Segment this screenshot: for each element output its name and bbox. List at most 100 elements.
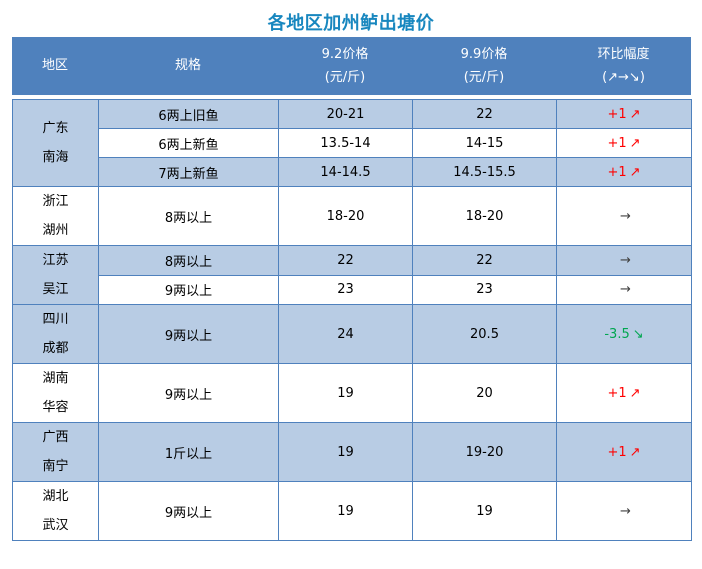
- region-cell: 湖南 华容: [12, 363, 99, 423]
- price-table: 地区 规格 9.2价格 (元/斤) 9.9价格 (元/斤) 环比幅度 (↗→↘): [12, 37, 692, 541]
- region-line: 华容: [42, 400, 69, 415]
- table-row: 江苏 吴江 8两以上 22 22 →: [12, 245, 692, 305]
- table-row: 9两以上 23 23 →: [13, 274, 692, 305]
- price-99-cell: 20: [412, 363, 557, 423]
- price-99-cell: 19: [412, 481, 557, 541]
- header-label: 9.2价格: [321, 46, 369, 62]
- change-cell: →: [556, 245, 692, 276]
- trend-down-icon: ↘: [632, 326, 644, 342]
- trend-flat-icon: →: [620, 208, 631, 224]
- header-cell-spec: 规格: [98, 37, 278, 95]
- region-cell: 四川 成都: [12, 304, 99, 364]
- trend-flat-icon: →: [620, 503, 631, 519]
- header-unit-label: (元/斤): [324, 69, 366, 85]
- trend-up-icon: ↗: [629, 135, 641, 151]
- region-line: 浙江: [42, 194, 69, 209]
- price-92-cell: 23: [278, 274, 413, 305]
- spec-cell: 8两以上: [98, 245, 279, 276]
- price-92-cell: 14-14.5: [278, 157, 413, 187]
- change-value: +1: [607, 444, 627, 460]
- change-cell: →: [556, 274, 692, 305]
- change-value: +1: [607, 135, 627, 151]
- table-row: 广西 南宁 1斤以上 19 19-20 +1 ↗: [12, 422, 692, 482]
- price-92-cell: 19: [278, 481, 413, 541]
- price-92-cell: 18-20: [278, 186, 413, 246]
- spec-cell: 9两以上: [98, 363, 279, 423]
- spec-cell: 7两上新鱼: [98, 157, 279, 187]
- region-cell: 广西 南宁: [12, 422, 99, 482]
- region-cell: 江苏 吴江: [12, 245, 99, 305]
- region-line: 南宁: [42, 459, 69, 474]
- region-line: 广东: [42, 121, 69, 136]
- trend-flat-icon: →: [620, 282, 631, 298]
- table-row: 广东 南海 6两上旧鱼 20-21 22 +1 ↗: [12, 99, 692, 187]
- page-title: 各地区加州鲈出塘价: [267, 13, 435, 34]
- header-trend-icons: (↗→↘): [602, 69, 645, 85]
- region-cell: 浙江 湖州: [12, 186, 99, 246]
- spec-cell: 9两以上: [98, 304, 279, 364]
- price-99-cell: 19-20: [412, 422, 557, 482]
- header-cell-region: 地区: [12, 37, 98, 95]
- header-cell-change: 环比幅度 (↗→↘): [556, 37, 691, 95]
- change-cell: -3.5 ↘: [556, 304, 692, 364]
- region-line: 成都: [42, 341, 69, 356]
- table-row: 湖北 武汉 9两以上 19 19 →: [12, 481, 692, 541]
- change-cell: →: [556, 186, 692, 246]
- change-value: +1: [607, 385, 627, 401]
- price-99-cell: 22: [412, 99, 557, 129]
- region-line: 四川: [42, 312, 69, 327]
- region-cell: 广东 南海: [12, 99, 99, 187]
- table-row: 6两上新鱼 13.5-14 14-15 +1 ↗: [13, 128, 692, 158]
- region-line: 广西: [42, 430, 69, 445]
- spec-cell: 9两以上: [98, 481, 279, 541]
- spec-cell: 9两以上: [98, 274, 279, 305]
- table-body: 广东 南海 6两上旧鱼 20-21 22 +1 ↗ 6两上新鱼 13.5-14 1…: [12, 99, 692, 541]
- price-92-cell: 19: [278, 363, 413, 423]
- price-92-cell: 22: [278, 245, 413, 276]
- price-92-cell: 24: [278, 304, 413, 364]
- change-value: +1: [607, 106, 627, 122]
- price-92-cell: 20-21: [278, 99, 413, 129]
- header-label: 地区: [41, 58, 68, 73]
- change-cell: +1 ↗: [556, 422, 692, 482]
- header-label: 环比幅度: [597, 46, 650, 62]
- price-99-cell: 18-20: [412, 186, 557, 246]
- region-line: 江苏: [42, 253, 69, 268]
- price-99-cell: 14.5-15.5: [412, 157, 557, 187]
- spec-cell: 6两上旧鱼: [98, 99, 279, 129]
- header-label: 规格: [174, 58, 201, 73]
- region-line: 武汉: [42, 518, 69, 533]
- change-cell: +1 ↗: [556, 363, 692, 423]
- trend-up-icon: ↗: [629, 385, 641, 401]
- table-row: 浙江 湖州 8两以上 18-20 18-20 →: [12, 186, 692, 246]
- table-row: 7两上新鱼 14-14.5 14.5-15.5 +1 ↗: [13, 157, 692, 187]
- price-99-cell: 14-15: [412, 128, 557, 158]
- spec-cell: 6两上新鱼: [98, 128, 279, 158]
- header-unit-label: (元/斤): [463, 69, 505, 85]
- trend-up-icon: ↗: [629, 164, 641, 180]
- change-value: +1: [607, 164, 627, 180]
- region-line: 吴江: [42, 282, 69, 297]
- price-92-cell: 13.5-14: [278, 128, 413, 158]
- region-cell: 湖北 武汉: [12, 481, 99, 541]
- header-cell-price-99: 9.9价格 (元/斤): [412, 37, 556, 95]
- table-row: 四川 成都 9两以上 24 20.5 -3.5 ↘: [12, 304, 692, 364]
- price-99-cell: 22: [412, 245, 557, 276]
- trend-up-icon: ↗: [629, 444, 641, 460]
- price-92-cell: 19: [278, 422, 413, 482]
- price-99-cell: 20.5: [412, 304, 557, 364]
- change-cell: +1 ↗: [556, 157, 692, 187]
- spec-cell: 8两以上: [98, 186, 279, 246]
- trend-flat-icon: →: [620, 252, 631, 268]
- change-value: -3.5: [604, 326, 630, 342]
- region-line: 湖州: [42, 223, 69, 238]
- change-cell: →: [556, 481, 692, 541]
- table-row: 湖南 华容 9两以上 19 20 +1 ↗: [12, 363, 692, 423]
- header-cell-price-92: 9.2价格 (元/斤): [278, 37, 412, 95]
- price-99-cell: 23: [412, 274, 557, 305]
- change-cell: +1 ↗: [556, 99, 692, 129]
- table-header-row: 地区 规格 9.2价格 (元/斤) 9.9价格 (元/斤) 环比幅度 (↗→↘): [12, 37, 691, 95]
- region-line: 湖南: [42, 371, 69, 386]
- change-cell: +1 ↗: [556, 128, 692, 158]
